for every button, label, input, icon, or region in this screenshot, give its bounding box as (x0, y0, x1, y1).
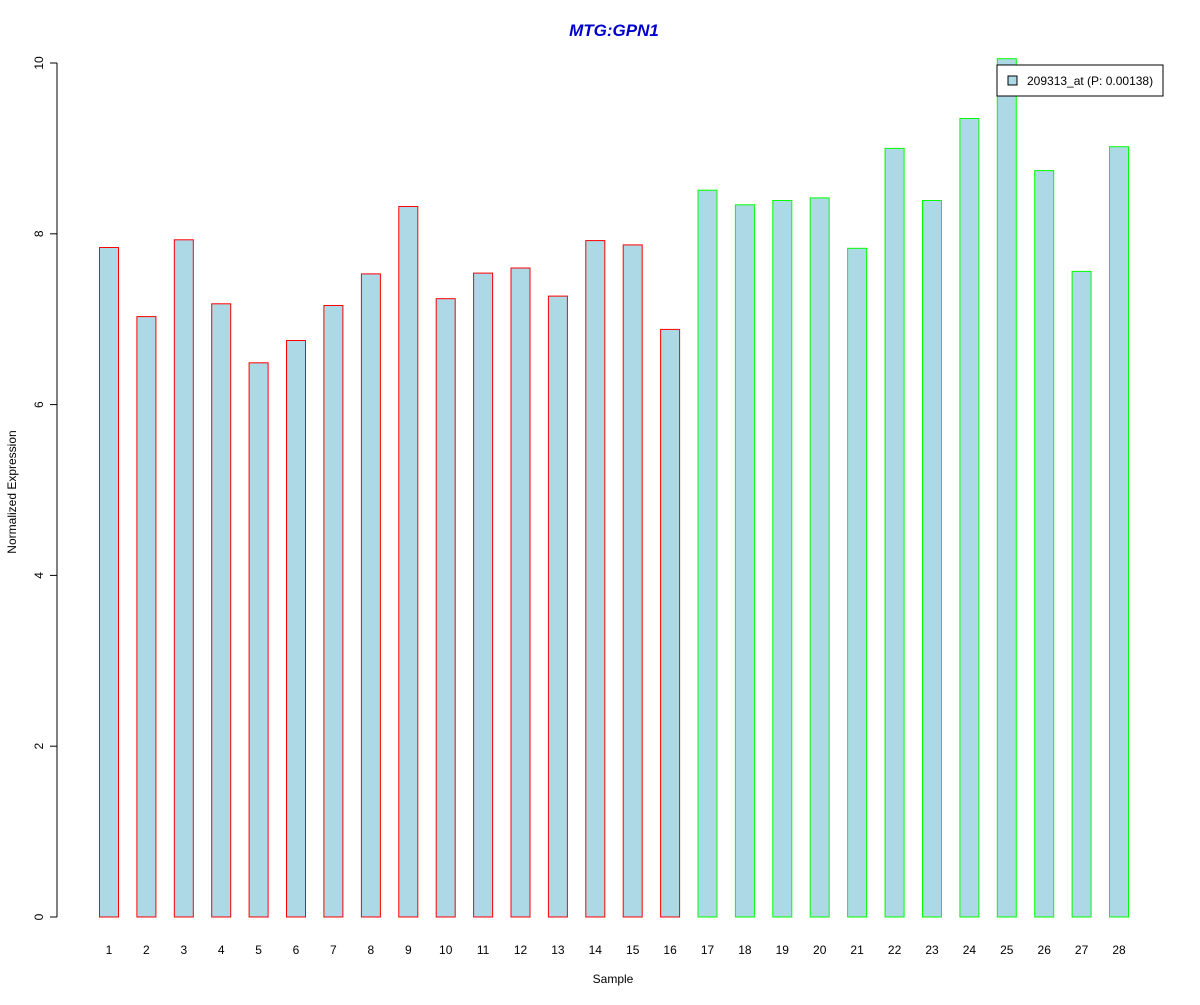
x-tick-label: 11 (477, 943, 490, 957)
y-tick-label: 10 (32, 56, 46, 70)
bar-sample-1 (99, 247, 119, 918)
x-axis-title: Sample (593, 972, 634, 986)
x-tick-label: 3 (180, 943, 187, 957)
x-tick-label: 10 (439, 943, 453, 957)
y-tick-label: 2 (32, 743, 46, 750)
bar-sample-26 (1034, 170, 1055, 918)
bar-sample-14 (585, 240, 606, 918)
bar-sample-11 (473, 272, 494, 918)
bar-sample-24 (959, 118, 980, 918)
bar-sample-27 (1071, 270, 1092, 918)
x-tick-label: 17 (701, 943, 715, 957)
x-tick-label: 8 (368, 943, 375, 957)
bar-sample-9 (398, 206, 419, 918)
x-tick-label: 12 (514, 943, 528, 957)
x-tick-label: 25 (1000, 943, 1014, 957)
x-tick-label: 6 (293, 943, 300, 957)
x-tick-label: 5 (255, 943, 262, 957)
bar-sample-13 (547, 295, 568, 918)
bar-sample-3 (173, 239, 194, 918)
bars (99, 58, 1129, 918)
x-tick-label: 28 (1112, 943, 1126, 957)
y-tick-label: 4 (32, 572, 46, 579)
x-tick-label: 24 (963, 943, 977, 957)
x-tick-label: 21 (850, 943, 864, 957)
bar-sample-2 (136, 316, 157, 918)
x-tick-label: 7 (330, 943, 337, 957)
x-tick-label: 23 (925, 943, 939, 957)
y-tick-label: 6 (32, 401, 46, 408)
x-tick-label: 4 (218, 943, 225, 957)
bar-sample-28 (1109, 146, 1129, 918)
bar-sample-18 (734, 204, 755, 918)
x-tick-label: 19 (776, 943, 790, 957)
legend-swatch (1007, 75, 1018, 86)
legend: 209313_at (P: 0.00138) (996, 64, 1164, 97)
bar-sample-20 (809, 197, 830, 918)
x-tick-label: 15 (626, 943, 640, 957)
x-tick-label: 26 (1038, 943, 1052, 957)
x-tick-label: 22 (888, 943, 902, 957)
x-tick-label: 14 (589, 943, 603, 957)
y-axis: 0 2 4 6 8 10 (32, 56, 58, 920)
bar-sample-12 (510, 267, 531, 918)
chart-title: MTG:GPN1 (569, 21, 659, 40)
x-tick-label: 16 (663, 943, 677, 957)
bar-sample-15 (622, 244, 643, 918)
bar-sample-7 (323, 305, 344, 918)
bar-sample-21 (847, 247, 868, 918)
y-tick-label: 0 (32, 913, 46, 920)
x-tick-label: 13 (551, 943, 565, 957)
bar-sample-23 (922, 200, 942, 918)
x-tick-label: 20 (813, 943, 827, 957)
bar-sample-22 (884, 147, 905, 918)
bar-sample-19 (772, 200, 793, 918)
bar-sample-8 (360, 273, 381, 918)
x-tick-label: 2 (143, 943, 150, 957)
bar-sample-6 (286, 340, 306, 918)
legend-box (996, 64, 1164, 97)
x-tick-label: 9 (405, 943, 412, 957)
x-tick-label: 1 (106, 943, 113, 957)
bar-sample-4 (211, 303, 232, 918)
bar-sample-25 (996, 58, 1017, 918)
x-tick-labels: 1 2 3 4 5 6 7 8 9 10 11 12 13 14 15 16 17 18 19 20 21 22 23 24 2… (106, 943, 1126, 957)
bar-sample-16 (660, 328, 681, 918)
legend-label: 209313_at (P: 0.00138) (1027, 74, 1153, 88)
bar-sample-17 (697, 189, 718, 918)
y-axis-title: Normalized Expression (5, 430, 19, 553)
y-tick-label: 8 (32, 230, 46, 237)
x-tick-label: 27 (1075, 943, 1089, 957)
x-tick-label: 18 (738, 943, 752, 957)
bar-sample-10 (435, 298, 456, 918)
bar-sample-5 (248, 362, 269, 918)
